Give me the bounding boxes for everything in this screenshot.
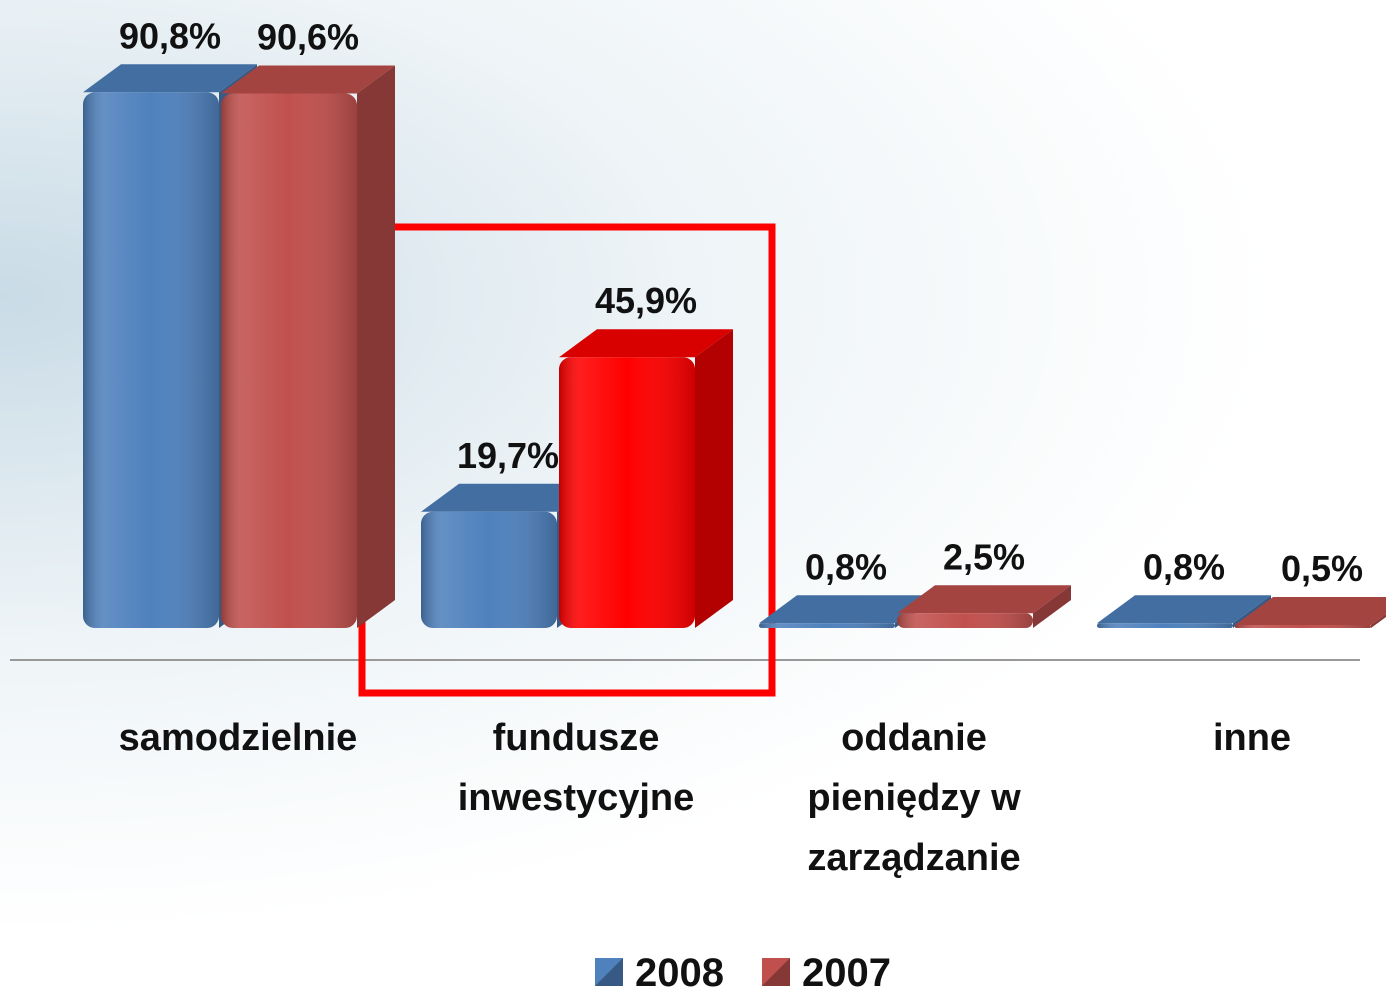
bar-side: [1371, 613, 1386, 628]
bar-top: [759, 595, 933, 624]
data-label: 45,9%: [595, 280, 697, 321]
x-tick-label: oddanie pieniędzy w zarządzanie: [807, 717, 1021, 879]
x-tick-label: inne: [1212, 717, 1292, 759]
bar-side: [1033, 585, 1071, 628]
bar-top: [559, 329, 733, 358]
bar-shine: [83, 92, 219, 628]
data-label: 90,6%: [257, 16, 359, 57]
bar-top: [1235, 597, 1386, 626]
x-tick-label: fundusze inwestycyjne: [457, 717, 695, 819]
bar-side: [695, 329, 733, 628]
legend-swatch-shade: [595, 958, 623, 986]
x-tick-label: samodzielnie: [118, 717, 358, 759]
bar-side: [357, 65, 395, 628]
data-label: 0,8%: [805, 546, 887, 587]
bar-shine: [759, 623, 895, 628]
data-label: 0,5%: [1281, 548, 1363, 589]
data-label: 19,7%: [457, 435, 559, 476]
legend-swatch-shade: [761, 958, 790, 986]
bar-top: [83, 64, 257, 93]
bar-top: [897, 585, 1071, 614]
legend-label: 2008: [635, 951, 724, 990]
bar-shine: [1097, 623, 1233, 628]
bar-shine: [421, 511, 557, 628]
bar-top: [421, 483, 595, 512]
bar-shine: [559, 357, 695, 628]
bar-top: [1097, 595, 1271, 624]
bar-top: [221, 65, 395, 94]
data-label: 0,8%: [1143, 546, 1225, 587]
data-label: 2,5%: [943, 536, 1025, 577]
data-label: 90,8%: [119, 15, 221, 56]
bar-shine: [1235, 625, 1371, 628]
bar-shine: [221, 93, 357, 628]
bar-shine: [897, 613, 1033, 628]
legend-label: 2007: [802, 951, 891, 990]
